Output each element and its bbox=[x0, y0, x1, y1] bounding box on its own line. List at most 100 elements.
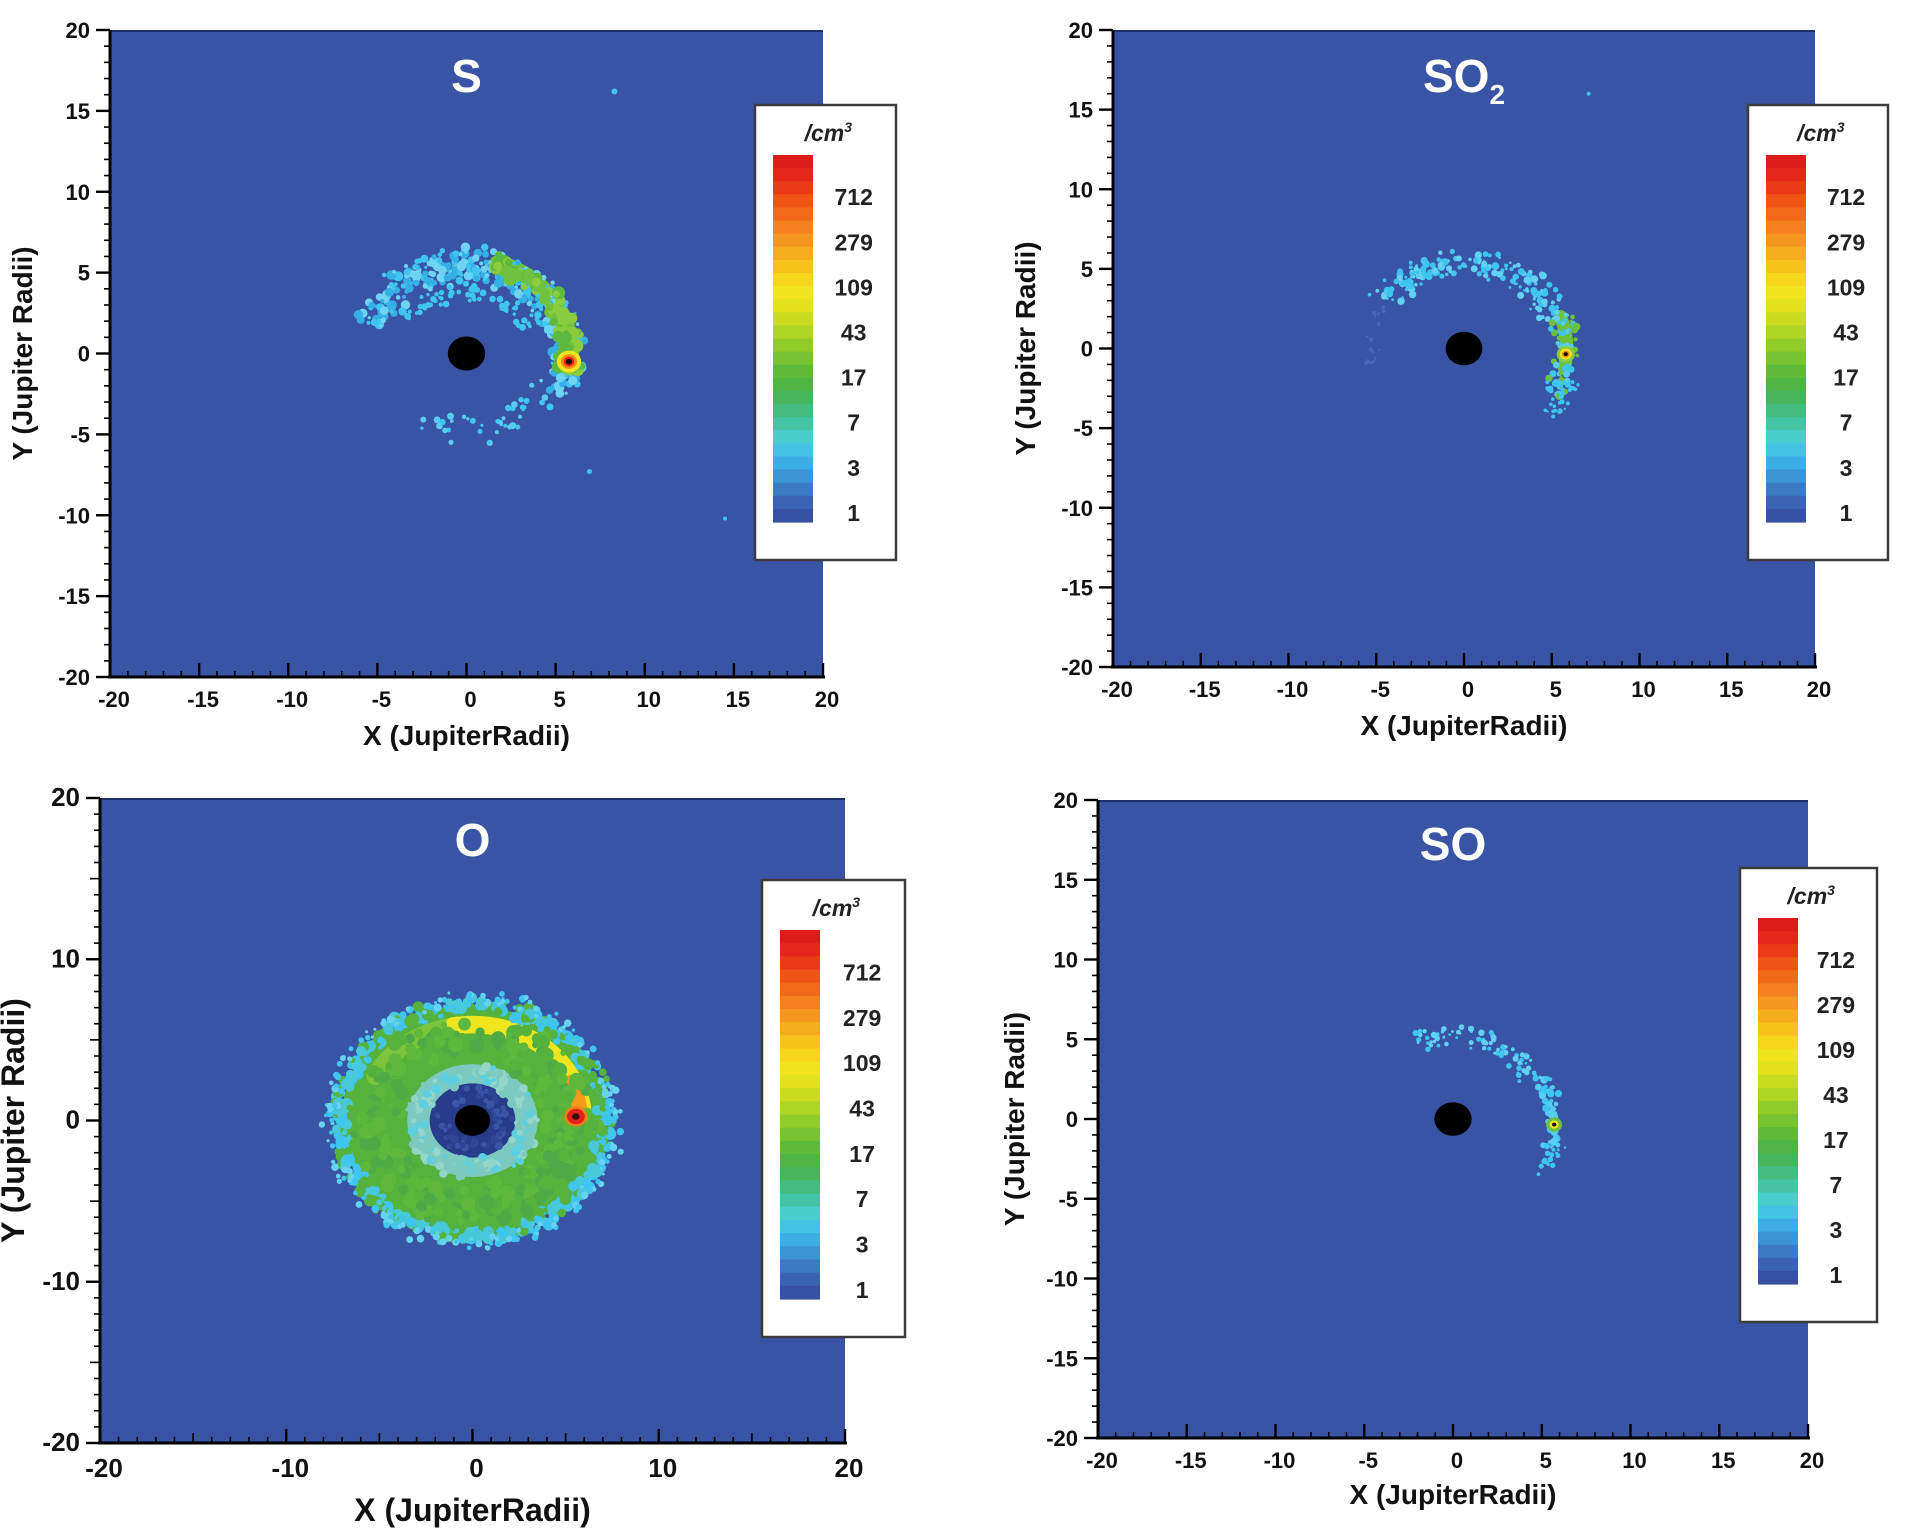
colorbar-tick-label: 279 bbox=[1827, 229, 1865, 255]
colorbar-tick-label: 43 bbox=[849, 1095, 875, 1121]
io-hotspot-ring bbox=[1563, 352, 1568, 356]
panel-so2: -20 -15 -10 -5 0 5 10 15 20 20 15 10 5 0 -5 -10 -15 -20 X … bbox=[1010, 18, 1890, 741]
x-tick-label: 0 bbox=[464, 687, 476, 712]
colorbar-tick-label: 712 bbox=[835, 184, 873, 210]
x-tick-label: 5 bbox=[1550, 677, 1562, 702]
density-speckles-0 bbox=[1367, 248, 1570, 323]
x-tick-label: 10 bbox=[648, 1453, 677, 1483]
colorbar-tick-label: 1 bbox=[847, 500, 860, 526]
x-tick-label: -15 bbox=[1175, 1448, 1207, 1473]
jupiter-marker bbox=[447, 336, 486, 371]
x-tick-label: -5 bbox=[1370, 677, 1390, 702]
density-speckles-2 bbox=[404, 1062, 540, 1182]
panel-title: O bbox=[455, 814, 491, 866]
y-tick-label: 0 bbox=[1081, 337, 1093, 362]
x-tick-label: -10 bbox=[1264, 1448, 1296, 1473]
x-tick-label: 5 bbox=[554, 687, 566, 712]
panel-so: -20 -15 -10 -5 0 5 10 15 20 20 15 10 5 0 -5 -10 -15 -20 X … bbox=[999, 788, 1879, 1510]
colorbar-tick-label: 3 bbox=[847, 455, 860, 481]
colorbar-tick-label: 279 bbox=[1817, 992, 1855, 1018]
y-tick-label: 20 bbox=[66, 18, 90, 43]
axis-y-label: Y (Jupiter Radii) bbox=[999, 1012, 1030, 1226]
y-tick-label: 15 bbox=[1069, 98, 1093, 123]
colorbar: /cm3 712 279 109 43 17 7 3 1 bbox=[760, 878, 907, 1339]
x-tick-label: -5 bbox=[1358, 1448, 1378, 1473]
y-tick-label: 20 bbox=[1054, 788, 1078, 813]
y-tick-label: -20 bbox=[42, 1427, 80, 1457]
colorbar-tick-label: 17 bbox=[841, 365, 867, 391]
colorbar: /cm3 712 279 109 43 17 7 3 1 bbox=[1746, 103, 1890, 562]
density-map bbox=[353, 88, 727, 521]
x-tick-label: -10 bbox=[276, 687, 308, 712]
y-tick-label: 5 bbox=[1066, 1027, 1078, 1052]
density-speckles-3 bbox=[1543, 380, 1580, 419]
x-tick-label: -20 bbox=[1086, 1448, 1118, 1473]
axis-x-label: X (JupiterRadii) bbox=[354, 1492, 590, 1528]
x-tick-label: -20 bbox=[98, 687, 130, 712]
x-tick-label: -15 bbox=[187, 687, 219, 712]
colorbar-tick-label: 712 bbox=[1817, 947, 1855, 973]
colorbar-tick-label: 3 bbox=[856, 1232, 869, 1258]
density-map bbox=[1364, 91, 1591, 419]
density-speckles-2 bbox=[404, 282, 534, 331]
colorbar-tick-label: 7 bbox=[847, 410, 860, 436]
x-tick-label: 0 bbox=[1451, 1448, 1463, 1473]
colorbar-tick-label: 7 bbox=[856, 1186, 869, 1212]
x-tick-label: 5 bbox=[1540, 1448, 1552, 1473]
stray-dot-0 bbox=[1586, 91, 1591, 96]
y-tick-label: 0 bbox=[66, 1105, 80, 1135]
colorbar: /cm3 712 279 109 43 17 7 3 1 bbox=[753, 103, 898, 562]
io-hotspot bbox=[1556, 345, 1575, 363]
y-tick-label: -20 bbox=[1046, 1426, 1078, 1451]
colorbar-tick-label: 279 bbox=[835, 229, 873, 255]
colorbar-tick-label: 109 bbox=[835, 274, 873, 300]
y-tick-label: 20 bbox=[51, 782, 80, 812]
colorbar-unit-label: /cm3 bbox=[812, 894, 861, 921]
y-tick-label: -15 bbox=[1046, 1346, 1078, 1371]
colorbar-tick-label: 7 bbox=[1840, 410, 1853, 436]
x-tick-label: 15 bbox=[726, 687, 750, 712]
jupiter-marker bbox=[1445, 331, 1483, 366]
panel-title: SO bbox=[1420, 818, 1486, 870]
y-tick-label: 5 bbox=[1081, 257, 1093, 282]
y-tick-label: -20 bbox=[58, 665, 90, 690]
colorbar-tick-label: 3 bbox=[1830, 1217, 1843, 1243]
colorbar-unit-label: /cm3 bbox=[1787, 882, 1836, 909]
x-tick-label: 15 bbox=[1711, 1448, 1735, 1473]
y-tick-label: -15 bbox=[1061, 575, 1093, 600]
axis-y-label: Y (Jupiter Radii) bbox=[7, 246, 38, 460]
io-hotspot bbox=[556, 350, 582, 373]
colorbar-tick-label: 712 bbox=[1827, 184, 1865, 210]
axis-x-label: X (JupiterRadii) bbox=[363, 720, 570, 751]
x-tick-label: -10 bbox=[1277, 677, 1309, 702]
colorbar-gradient bbox=[780, 930, 820, 1300]
x-tick-label: 0 bbox=[1462, 677, 1474, 702]
jupiter-marker bbox=[1434, 1102, 1472, 1136]
density-speckles-2 bbox=[1536, 1145, 1567, 1177]
y-tick-label: -10 bbox=[58, 503, 90, 528]
x-tick-label: -15 bbox=[1189, 677, 1221, 702]
panel-title: SO2 bbox=[1423, 50, 1505, 110]
axis-y-label: Y (Jupiter Radii) bbox=[0, 998, 31, 1243]
density-speckles-0 bbox=[1412, 1024, 1542, 1083]
density-speckles-2 bbox=[1364, 305, 1386, 365]
density-speckles-1 bbox=[318, 991, 624, 1251]
panel-o: -20 -10 0 10 20 20 10 0 -10 -20 X (JupiterRadii) Y … bbox=[0, 782, 907, 1528]
density-map bbox=[1412, 1024, 1567, 1177]
y-tick-label: 0 bbox=[1066, 1107, 1078, 1132]
jupiter-marker bbox=[454, 1105, 491, 1136]
colorbar-unit-label: /cm3 bbox=[1796, 119, 1845, 146]
y-tick-label: -10 bbox=[1061, 496, 1093, 521]
colorbar-tick-label: 109 bbox=[1827, 274, 1865, 300]
y-tick-label: 0 bbox=[78, 342, 90, 367]
colorbar-tick-label: 109 bbox=[1817, 1037, 1855, 1063]
colorbar-tick-label: 7 bbox=[1830, 1172, 1843, 1198]
x-tick-label: -20 bbox=[1101, 677, 1133, 702]
y-tick-label: 20 bbox=[1069, 18, 1093, 43]
colorbar-gradient bbox=[1766, 155, 1806, 523]
colorbar-tick-label: 1 bbox=[1840, 500, 1853, 526]
x-tick-label: 20 bbox=[1807, 677, 1831, 702]
stray-dot-0 bbox=[611, 88, 618, 95]
colorbar-tick-label: 1 bbox=[1830, 1262, 1843, 1288]
